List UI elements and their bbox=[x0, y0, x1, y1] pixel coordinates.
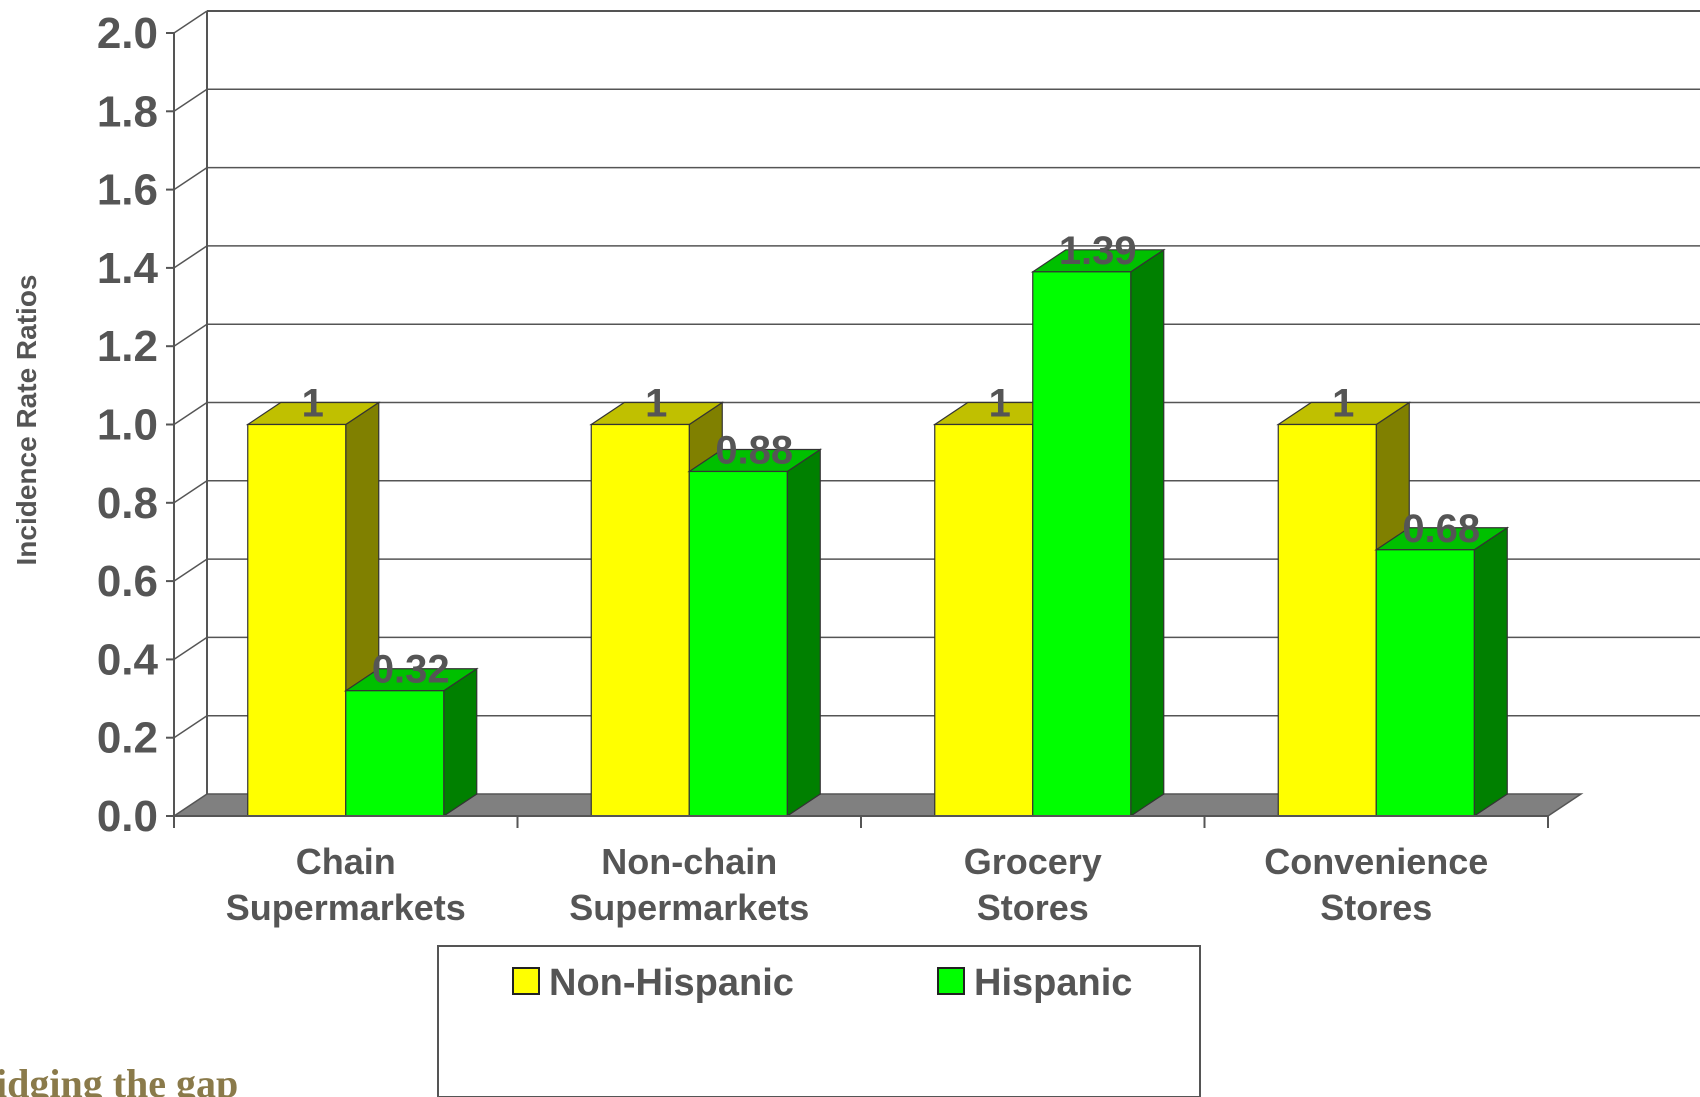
y-tick-label: 2.0 bbox=[97, 9, 158, 58]
bar bbox=[1376, 550, 1474, 816]
x-tick-label: Convenience Stores bbox=[1264, 841, 1488, 928]
legend-label: Non-Hispanic bbox=[549, 962, 794, 1004]
x-tick-label: Chain Supermarkets bbox=[226, 841, 466, 928]
gridline-side bbox=[174, 246, 207, 268]
y-tick-label: 1.4 bbox=[97, 244, 159, 293]
gridline-side bbox=[174, 403, 207, 425]
legend-label: Hispanic bbox=[974, 962, 1132, 1004]
y-tick-label: 1.8 bbox=[97, 87, 158, 136]
legend: Non-Hispanic Hispanic bbox=[438, 946, 1200, 1097]
y-tick-label: 1.2 bbox=[97, 322, 158, 371]
data-label: 0.88 bbox=[715, 428, 793, 472]
gridline-side bbox=[174, 716, 207, 738]
bar bbox=[935, 425, 1033, 817]
data-label: 1 bbox=[1332, 382, 1354, 426]
gridline-side bbox=[174, 324, 207, 346]
y-tick-label: 0.2 bbox=[97, 714, 158, 763]
x-tick-label-line: Supermarkets bbox=[226, 887, 466, 928]
bar bbox=[248, 425, 346, 817]
x-tick-label-line: Non-chain bbox=[601, 841, 777, 882]
gridline-side bbox=[174, 481, 207, 503]
legend-swatch bbox=[513, 968, 539, 994]
bar bbox=[1278, 425, 1376, 817]
y-tick-label: 1.6 bbox=[97, 166, 158, 215]
data-label: 1 bbox=[989, 382, 1011, 426]
gridline-side bbox=[174, 89, 207, 111]
bar bbox=[591, 425, 689, 817]
bar bbox=[346, 691, 444, 816]
y-axis: 0.0 0.2 0.4 0.6 0.8 1.0 1.2 1.4 1.6 1.8 2.0 bbox=[97, 9, 174, 841]
bar bbox=[689, 471, 787, 816]
legend-swatch bbox=[938, 968, 964, 994]
gridline-side bbox=[174, 637, 207, 659]
y-axis-label: Incidence Rate Ratios bbox=[11, 275, 42, 566]
y-tick-label: 0.6 bbox=[97, 557, 158, 606]
data-label: 1 bbox=[645, 382, 667, 426]
y-tick-label: 1.0 bbox=[97, 401, 158, 450]
y-tick-label: 0.8 bbox=[97, 479, 158, 528]
bar-side bbox=[787, 449, 820, 816]
x-tick-label-line: Stores bbox=[1320, 887, 1432, 928]
x-tick-label-line: Supermarkets bbox=[569, 887, 809, 928]
y-tick-label: 0.4 bbox=[97, 635, 159, 684]
data-label: 0.68 bbox=[1402, 507, 1480, 551]
gridline-side bbox=[174, 168, 207, 190]
x-tick-label-line: Convenience bbox=[1264, 841, 1488, 882]
data-label: 1.39 bbox=[1059, 229, 1137, 273]
bar bbox=[1033, 272, 1131, 816]
data-label: 0.32 bbox=[372, 648, 450, 692]
bar-side bbox=[1131, 250, 1164, 816]
bars bbox=[248, 250, 1508, 816]
gridline-side bbox=[174, 559, 207, 581]
brand-text: idging the gap bbox=[0, 1061, 238, 1097]
x-tick-label-line: Grocery bbox=[964, 841, 1102, 882]
x-axis: Chain Supermarkets Non-chain Supermarkets Gr… bbox=[174, 816, 1548, 928]
gridline-side bbox=[174, 11, 207, 33]
x-tick-label: Non-chain Supermarkets bbox=[569, 841, 809, 928]
bar-side bbox=[1474, 528, 1507, 816]
x-tick-label-line: Chain bbox=[296, 841, 396, 882]
x-tick-label-line: Stores bbox=[977, 887, 1089, 928]
data-label: 1 bbox=[302, 382, 324, 426]
y-tick-label: 0.0 bbox=[97, 792, 158, 841]
x-tick-label: Grocery Stores bbox=[964, 841, 1102, 928]
